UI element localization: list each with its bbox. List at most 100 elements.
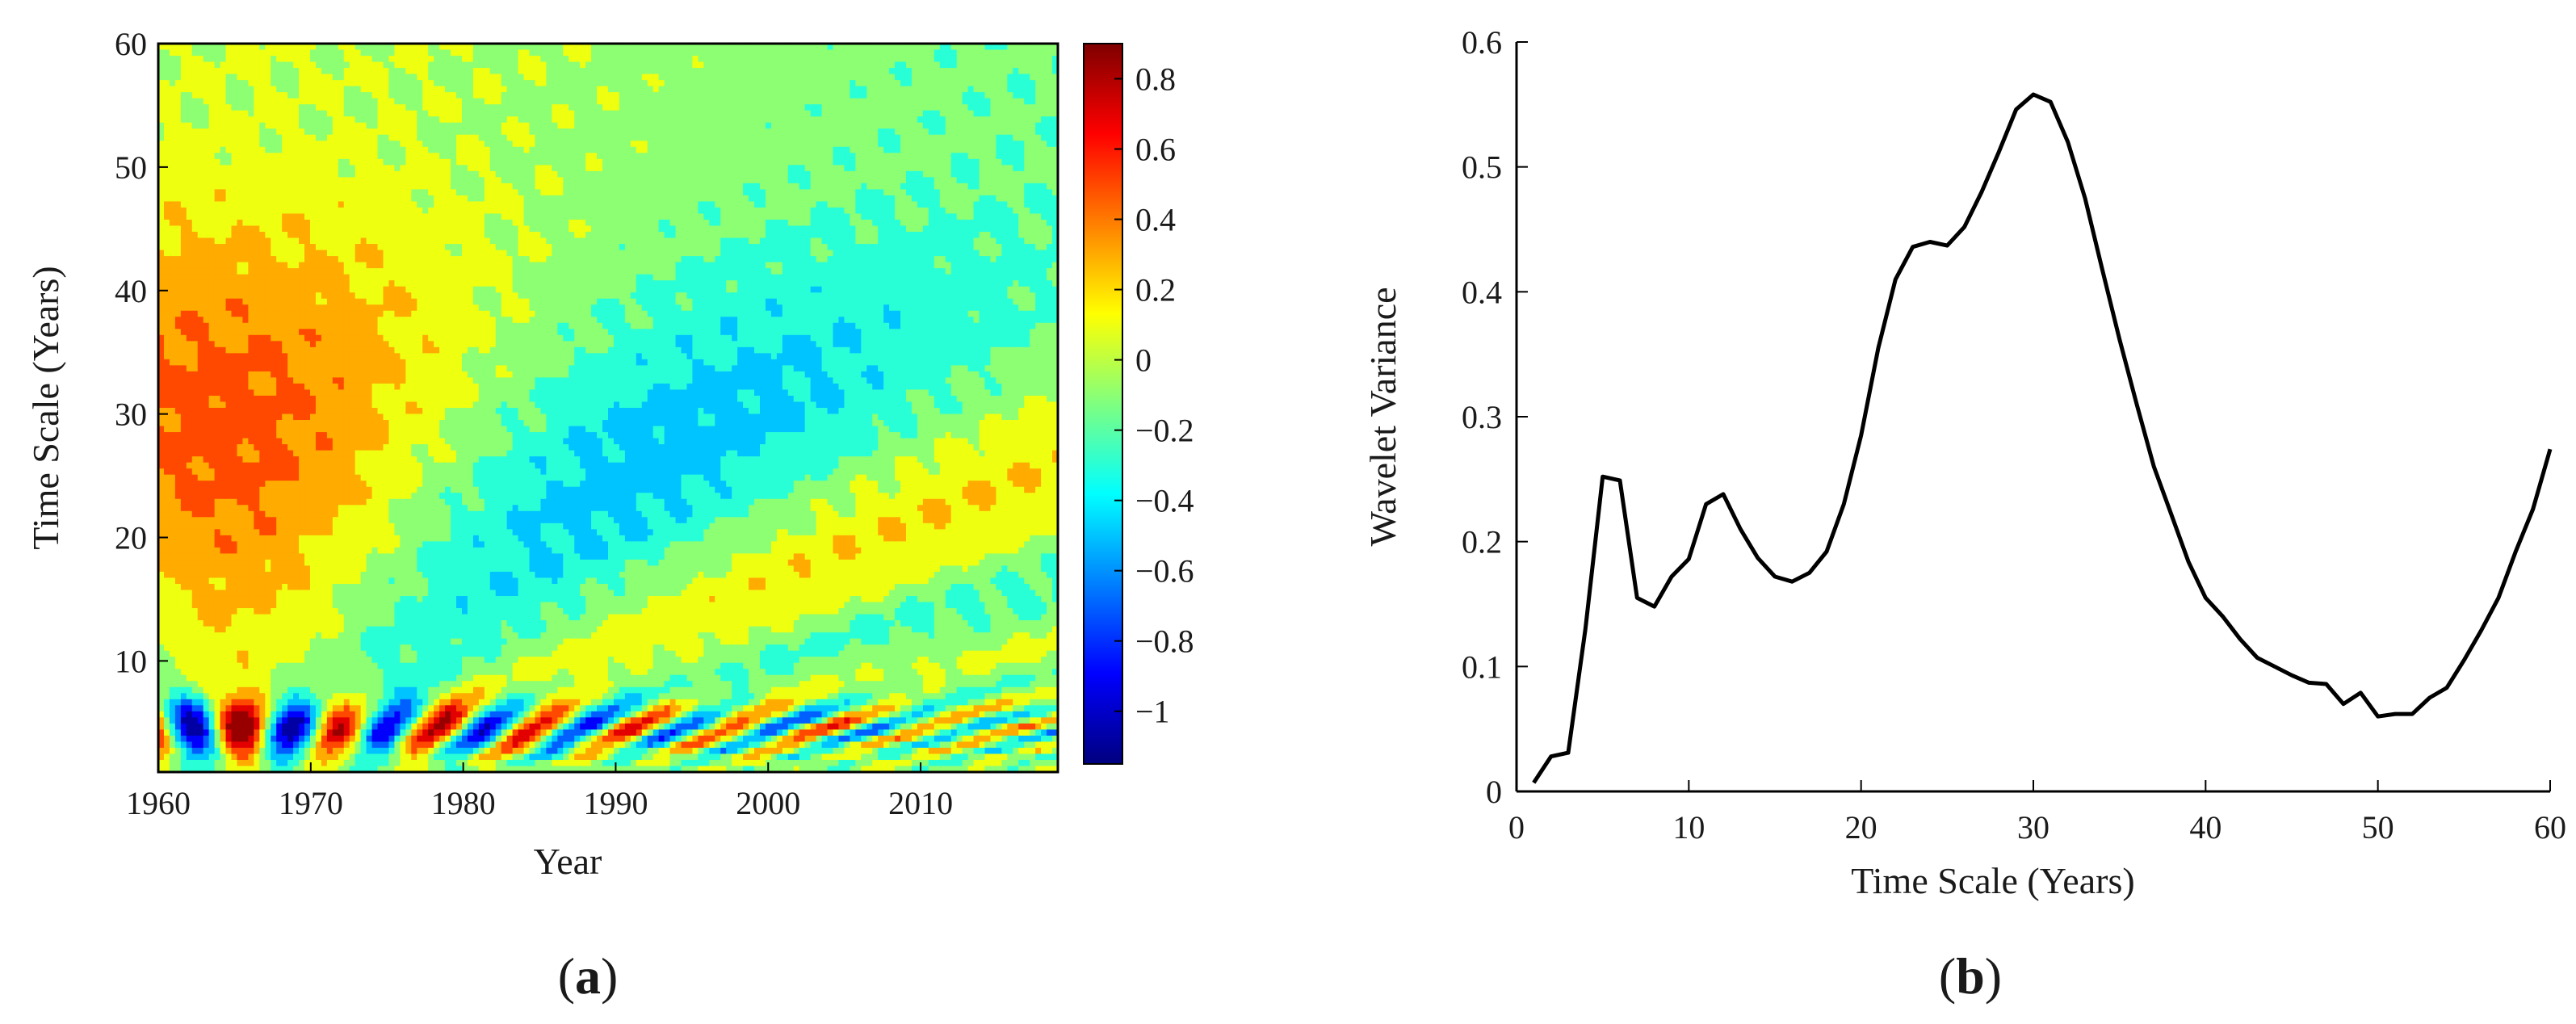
heatmap-cell — [332, 535, 339, 542]
heatmap-cell — [265, 468, 271, 476]
heatmap-cell — [377, 359, 384, 366]
heatmap-cell — [180, 353, 187, 360]
heatmap-cell — [169, 438, 176, 445]
heatmap-cell — [208, 395, 216, 403]
heatmap-cell — [343, 699, 350, 706]
heatmap-cell — [309, 632, 317, 640]
heatmap-cell — [349, 310, 356, 317]
heatmap-cell — [259, 183, 266, 190]
heatmap-cell — [282, 753, 288, 761]
heatmap-cell — [174, 517, 182, 524]
heatmap-cell — [383, 644, 390, 652]
heatmap-cell — [180, 596, 187, 603]
heatmap-cell — [315, 632, 322, 640]
heatmap-cell — [349, 92, 356, 99]
heatmap-cell — [220, 280, 227, 287]
heatmap-cell — [169, 170, 176, 178]
heatmap-cell — [197, 674, 204, 682]
heatmap-cell — [220, 213, 227, 220]
heatmap-cell — [180, 747, 187, 755]
heatmap-cell — [169, 735, 176, 743]
heatmap-cell — [276, 280, 283, 287]
heatmap-cell — [265, 481, 271, 488]
heatmap-cell — [248, 56, 254, 63]
heatmap-cell — [377, 189, 384, 196]
heatmap-cell — [287, 559, 294, 567]
heatmap-cell — [304, 644, 311, 652]
heatmap-cell — [287, 505, 294, 512]
heatmap-cell — [225, 517, 233, 524]
heatmap-cell — [220, 322, 227, 329]
heatmap-cell — [383, 632, 390, 640]
heatmap-cell — [304, 747, 311, 755]
heatmap-cell — [214, 383, 221, 391]
heatmap-cell — [343, 626, 350, 633]
heatmap-cell — [383, 450, 390, 457]
heatmap-cell — [377, 620, 384, 627]
heatmap-cell — [197, 304, 204, 312]
heatmap-cell — [315, 426, 322, 433]
heatmap-cell — [242, 571, 249, 579]
heatmap-cell — [214, 699, 221, 706]
heatmap-cell — [360, 674, 367, 682]
heatmap-cell — [225, 280, 233, 287]
heatmap-cell — [225, 183, 233, 190]
heatmap-cell — [366, 141, 373, 148]
heatmap-cell — [366, 474, 373, 481]
heatmap-cell — [259, 626, 266, 633]
heatmap-cell — [174, 110, 182, 117]
heatmap-cell — [326, 626, 334, 633]
heatmap-cell — [293, 383, 300, 391]
heatmap-cell — [158, 341, 165, 348]
heatmap-cell — [388, 49, 396, 57]
heatmap-cell — [197, 334, 204, 342]
heatmap-cell — [203, 292, 210, 300]
heatmap-cell — [225, 341, 233, 348]
heatmap-cell — [388, 353, 396, 360]
heatmap-cell — [163, 104, 170, 111]
heatmap-cell — [287, 547, 294, 554]
heatmap-cell — [366, 274, 373, 281]
heatmap-cell — [293, 686, 300, 694]
heatmap-cell — [293, 468, 300, 476]
heatmap-cell — [231, 723, 238, 730]
heatmap-cell — [276, 377, 283, 384]
heatmap-cell — [282, 365, 288, 372]
heatmap-cell — [321, 711, 328, 718]
heatmap-cell — [197, 657, 204, 664]
heatmap-cell — [371, 232, 379, 239]
heatmap-cell — [237, 583, 244, 591]
heatmap-cell — [237, 450, 244, 457]
heatmap-cell — [304, 177, 311, 184]
heatmap-cell — [242, 292, 249, 300]
heatmap-cell — [388, 177, 396, 184]
heatmap-cell — [377, 735, 384, 743]
heatmap-cell — [203, 759, 210, 767]
heatmap-cell — [321, 547, 328, 554]
heatmap-cell — [366, 49, 373, 57]
heatmap-cell — [259, 317, 266, 324]
heatmap-cell — [174, 674, 182, 682]
heatmap-cell — [186, 213, 193, 220]
heatmap-cell — [276, 753, 283, 761]
heatmap-cell — [265, 165, 271, 172]
heatmap-cell — [197, 110, 204, 117]
heatmap-cell — [326, 304, 334, 312]
heatmap-cell — [355, 517, 362, 524]
heatmap-cell — [355, 766, 362, 772]
heatmap-cell — [349, 505, 356, 512]
heatmap-cell — [158, 383, 165, 391]
heatmap-cell — [332, 219, 339, 227]
heatmap-cell — [174, 262, 182, 269]
heatmap-cell — [315, 128, 322, 136]
heatmap-cell — [282, 535, 288, 542]
heatmap-cell — [349, 481, 356, 488]
heatmap-cell — [282, 571, 288, 579]
heatmap-cell — [276, 674, 283, 682]
heatmap-cell — [355, 280, 362, 287]
heatmap-cell — [293, 602, 300, 609]
heatmap-cell — [237, 244, 244, 251]
heatmap-cell — [158, 559, 165, 567]
heatmap-cell — [321, 104, 328, 111]
